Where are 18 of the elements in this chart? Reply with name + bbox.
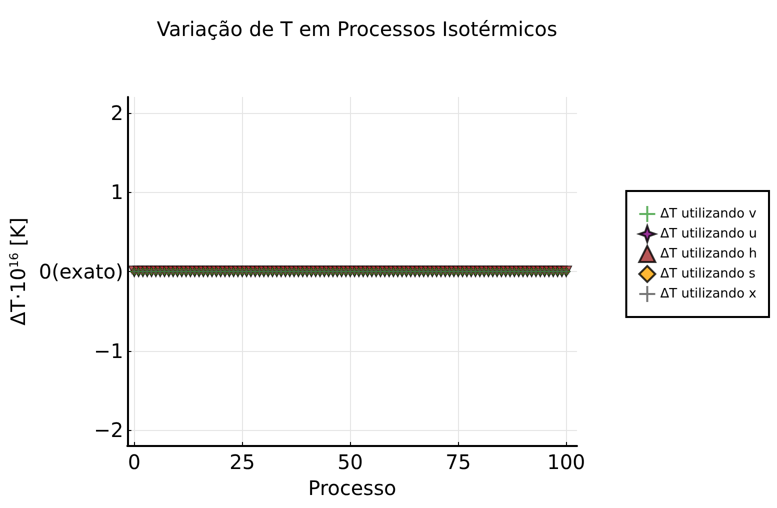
- x-tick-label: 100: [547, 450, 586, 474]
- x-axis-title: Processo: [308, 476, 396, 500]
- legend-label: ΔT utilizando x: [660, 286, 757, 302]
- y-tick-label: −1: [94, 338, 124, 363]
- y-axis-title: ΔT·1016 [K]: [6, 217, 30, 326]
- y-tick-label: 2: [110, 100, 124, 125]
- x-tick-label: 50: [338, 450, 363, 474]
- legend-label: ΔT utilizando s: [660, 266, 756, 282]
- legend-label: ΔT utilizando v: [660, 206, 757, 222]
- legend-label: ΔT utilizando u: [660, 226, 758, 242]
- legend-label: ΔT utilizando h: [660, 246, 758, 262]
- x-tick-label: 25: [230, 450, 255, 474]
- y-tick-label: 0(exato): [38, 260, 124, 284]
- chart-title: Variação de T em Processos Isotérmicos: [156, 17, 558, 41]
- x-tick-label: 0: [128, 450, 141, 474]
- y-tick-label: −2: [94, 418, 124, 442]
- x-tick-label: 75: [445, 450, 471, 474]
- y-tick-label: 1: [110, 180, 124, 204]
